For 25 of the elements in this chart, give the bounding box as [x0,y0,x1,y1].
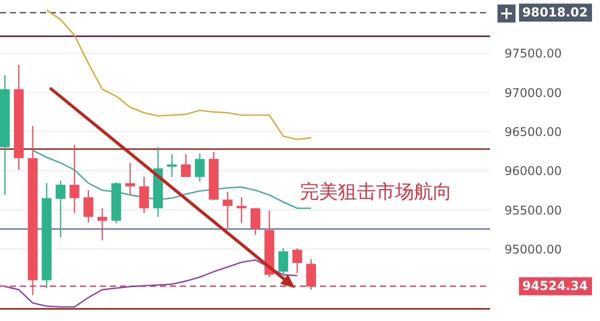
candlestick [222,191,232,228]
candlestick [56,180,66,238]
candlestick [250,208,260,236]
candlestick [139,176,149,214]
y-tick-label: 97000.00 [504,86,562,100]
y-tick-label: 97500.00 [504,46,562,61]
y-tick-label: 96500.00 [504,125,562,140]
candlestick [180,154,191,178]
y-tick-label: 95000.00 [504,242,562,256]
candlestick [70,144,80,214]
y-tick-label: 95500.00 [504,203,562,218]
annotation: 完美狙击市场航向 [300,181,452,203]
candlestick [84,190,94,223]
line-series [4,259,298,308]
candlestick [194,152,205,182]
candlestick [167,154,177,178]
candlestick [125,162,136,196]
ref-line-label: 94524.34 [522,278,588,294]
candlestick [97,208,108,241]
candlestick [278,248,288,276]
y-tick-label: 96000.00 [504,164,562,178]
ref-line-label: 98018.02 [522,4,588,20]
line-series [46,10,312,140]
candlestick [236,196,246,224]
candlestick [292,248,302,274]
